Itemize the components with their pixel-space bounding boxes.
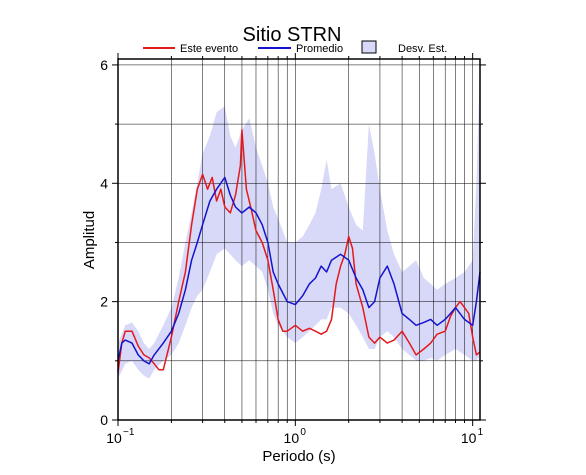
legend-label-este-evento: Este evento <box>180 43 238 55</box>
std-dev-band <box>118 64 480 379</box>
y-axis-label: Amplitud <box>81 211 98 269</box>
y-tick-label: 4 <box>100 175 108 191</box>
x-tick-label: 10 <box>106 430 122 446</box>
legend-label-desv-est: Desv. Est. <box>398 43 447 55</box>
y-tick-label: 6 <box>100 57 108 73</box>
x-tick-label: 10 <box>461 430 477 446</box>
x-axis-label: Periodo (s) <box>262 448 335 465</box>
x-tick-label-exponent: −1 <box>123 427 135 438</box>
plot-frame <box>117 58 481 421</box>
chart-title: Sitio STRN <box>243 24 342 46</box>
x-tick-label-exponent: 1 <box>478 427 484 438</box>
y-tick-label: 0 <box>100 412 108 428</box>
legend-swatch-desv-est <box>361 40 377 54</box>
y-tick-label: 2 <box>100 294 108 310</box>
series-line-este-evento <box>117 129 481 373</box>
x-tick-label: 10 <box>284 430 300 446</box>
series-line-promedio <box>117 176 481 365</box>
x-tick-label-exponent: 0 <box>300 427 306 438</box>
legend: Este evento Promedio Desv. Est. <box>143 40 447 55</box>
legend-label-promedio: Promedio <box>296 43 343 55</box>
